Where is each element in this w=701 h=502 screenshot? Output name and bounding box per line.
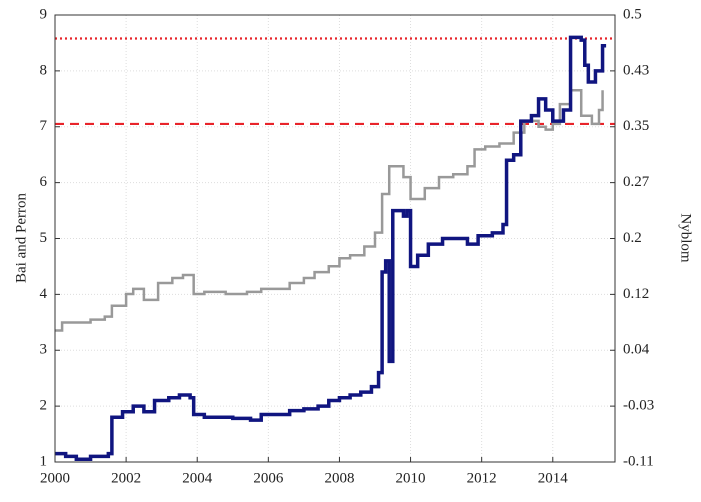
y-tick-label: 8: [40, 62, 48, 78]
x-tick-label: 2002: [111, 470, 141, 486]
data-line: [55, 35, 607, 461]
y2-tick-label: 0.35: [623, 118, 649, 134]
x-tick-label: 2000: [40, 470, 70, 486]
y2-tick-label: -0.11: [623, 453, 654, 469]
x-tick-label: 2008: [324, 470, 354, 486]
y-tick-label: 4: [40, 286, 48, 302]
y2-tick-label: 0.04: [623, 342, 650, 358]
y2-axis-label: Nyblom: [678, 213, 694, 263]
y-tick-label: 9: [40, 6, 48, 22]
y2-tick-label: 0.12: [623, 286, 649, 302]
x-tick-label: 2010: [396, 470, 426, 486]
data-line: [55, 88, 604, 332]
y-tick-label: 3: [40, 342, 48, 358]
x-tick-label: 2004: [182, 470, 213, 486]
y-tick-label: 5: [40, 230, 48, 246]
y-axis-label: Bai and Perron: [13, 193, 29, 283]
y2-tick-label: 0.43: [623, 62, 649, 78]
y2-tick-label: 0.27: [623, 174, 650, 190]
y-tick-label: 7: [40, 118, 48, 134]
y2-tick-label: -0.03: [623, 398, 654, 414]
y-tick-label: 1: [40, 453, 48, 469]
y2-tick-label: 0.2: [623, 230, 642, 246]
y2-tick-label: 0.5: [623, 6, 642, 22]
x-tick-label: 2014: [538, 470, 569, 486]
y-tick-label: 6: [40, 174, 48, 190]
x-tick-label: 2006: [253, 470, 284, 486]
x-tick-label: 2012: [467, 470, 497, 486]
plot-frame: [54, 14, 616, 463]
y-tick-label: 2: [40, 398, 48, 414]
